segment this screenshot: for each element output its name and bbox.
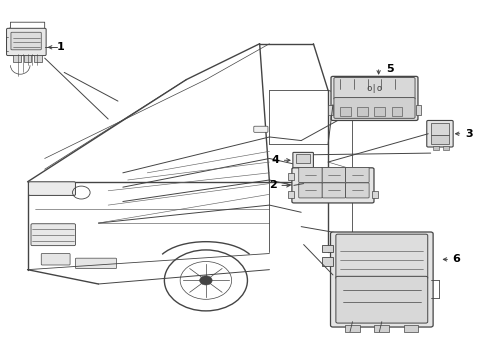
Bar <box>357 107 368 116</box>
Bar <box>374 325 389 332</box>
Text: 6: 6 <box>453 255 461 264</box>
FancyBboxPatch shape <box>11 32 41 50</box>
Bar <box>288 173 294 180</box>
Bar <box>24 55 31 62</box>
Text: 5: 5 <box>386 64 393 74</box>
FancyBboxPatch shape <box>28 182 75 195</box>
Text: o|o: o|o <box>367 84 383 93</box>
FancyBboxPatch shape <box>293 152 314 168</box>
Text: 1: 1 <box>57 42 65 52</box>
FancyBboxPatch shape <box>322 167 345 183</box>
FancyBboxPatch shape <box>292 168 374 203</box>
Bar <box>433 146 439 150</box>
FancyBboxPatch shape <box>31 224 75 246</box>
FancyBboxPatch shape <box>345 167 369 183</box>
Bar <box>34 55 42 62</box>
FancyBboxPatch shape <box>331 232 433 327</box>
FancyBboxPatch shape <box>41 253 70 265</box>
Bar <box>13 55 21 62</box>
FancyBboxPatch shape <box>334 98 415 118</box>
Bar <box>431 135 449 144</box>
FancyBboxPatch shape <box>299 167 322 183</box>
Bar <box>374 107 385 116</box>
Bar <box>305 167 310 170</box>
Bar <box>322 257 333 266</box>
Bar <box>340 107 351 116</box>
FancyBboxPatch shape <box>345 183 369 198</box>
FancyBboxPatch shape <box>75 258 117 269</box>
FancyBboxPatch shape <box>322 183 345 198</box>
Bar <box>322 245 333 252</box>
Bar <box>288 191 294 198</box>
Bar <box>328 105 333 116</box>
Circle shape <box>200 276 212 285</box>
Bar <box>416 105 421 116</box>
FancyBboxPatch shape <box>334 77 415 99</box>
FancyBboxPatch shape <box>427 121 453 147</box>
FancyBboxPatch shape <box>331 76 418 121</box>
Bar <box>372 191 378 198</box>
Bar <box>297 167 302 170</box>
FancyBboxPatch shape <box>6 28 46 55</box>
FancyBboxPatch shape <box>336 234 428 279</box>
Bar <box>392 107 402 116</box>
Text: 3: 3 <box>465 129 472 139</box>
Bar <box>443 146 449 150</box>
Bar <box>431 123 449 135</box>
FancyBboxPatch shape <box>299 183 322 198</box>
FancyBboxPatch shape <box>254 126 268 132</box>
FancyBboxPatch shape <box>336 276 428 323</box>
Bar <box>345 325 360 332</box>
Text: 2: 2 <box>269 180 277 190</box>
Bar <box>296 154 311 163</box>
Text: 4: 4 <box>271 155 279 165</box>
Bar <box>404 325 418 332</box>
